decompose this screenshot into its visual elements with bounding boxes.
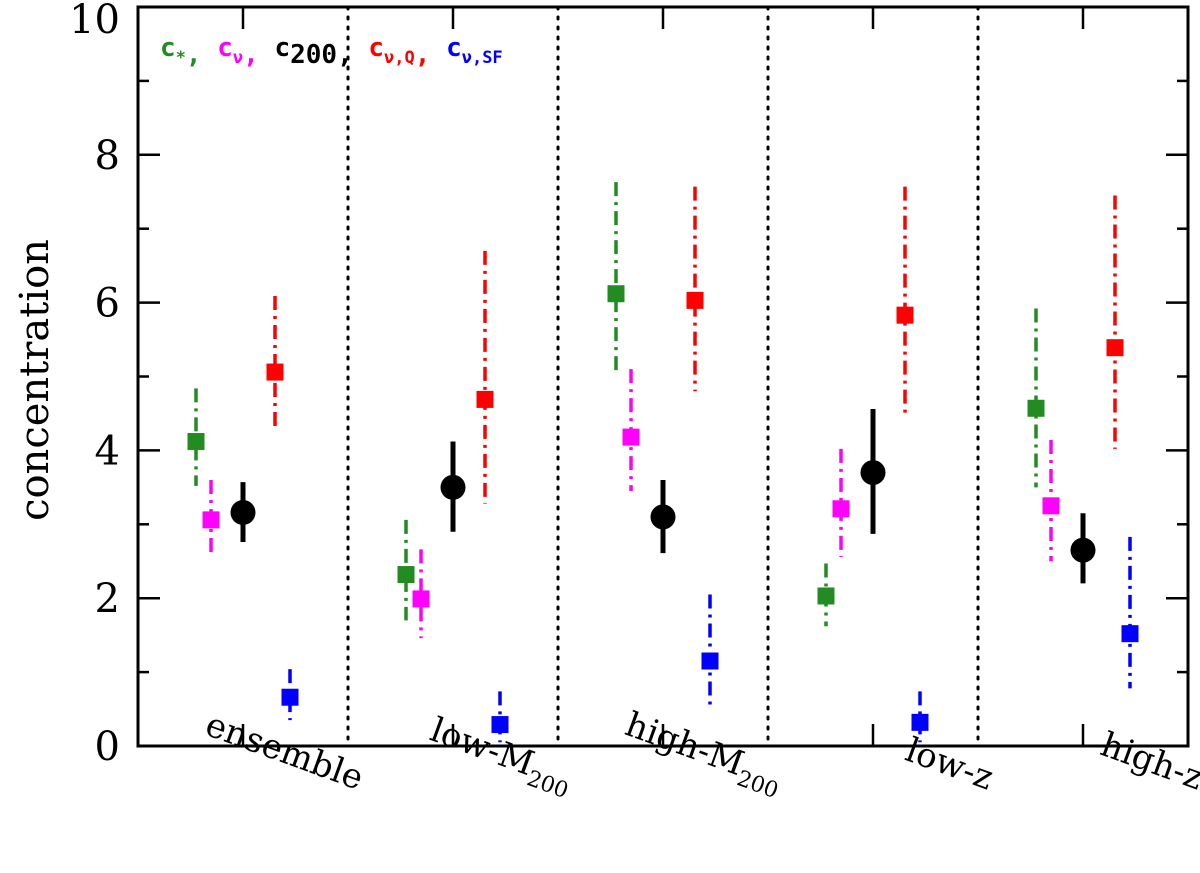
y-axis-label: concentration: [12, 239, 58, 521]
category-label: ensemble: [200, 705, 368, 799]
point-cnuq: [476, 390, 494, 408]
legend-separator: ,: [186, 40, 217, 70]
point-c: [1027, 399, 1045, 417]
point-cnusf: [701, 652, 719, 670]
category-label-main: low-M: [425, 710, 539, 784]
legend-separator: ,: [337, 40, 368, 70]
category-separators: [346, 5, 980, 748]
legend-separator: ,: [415, 40, 446, 70]
point-cnu: [832, 500, 850, 518]
y-tick-label: 0: [95, 724, 120, 770]
data-points: [187, 285, 1139, 734]
point-c: [397, 566, 415, 584]
point-cnuq: [686, 291, 704, 309]
point-cnuq: [266, 363, 284, 381]
category-label-main: low-z: [900, 730, 998, 798]
y-tick-label: 8: [95, 133, 120, 179]
point-cnusf: [491, 716, 509, 734]
y-tick-label: 2: [95, 576, 120, 622]
legend: c*, cν, c200, cν,Q, cν,SF: [160, 33, 503, 70]
category-label-subscript: 200: [733, 766, 781, 804]
point-cnu: [622, 428, 640, 446]
category-label-main: high-M: [620, 705, 749, 785]
point-c200: [440, 474, 466, 500]
point-cnusf: [1121, 625, 1139, 643]
legend-entry-main: c: [368, 33, 384, 63]
y-tick-label: 10: [69, 0, 120, 43]
legend-separator: ,: [243, 40, 274, 70]
y-tick-labels: 0 2 4 6 8 10: [69, 0, 120, 770]
category-label: high-z: [1095, 725, 1200, 799]
plot-frame: [136, 5, 1190, 748]
legend-entry-subscript: *: [176, 48, 186, 68]
category-label: high-M200: [618, 705, 789, 805]
legend-entry-subscript: 200: [290, 40, 337, 70]
y-tick-label: 6: [95, 281, 120, 327]
legend-entry-main: c: [160, 33, 176, 63]
point-c: [187, 433, 205, 451]
legend-text: c*, cν, c200, cν,Q, cν,SF: [160, 33, 503, 70]
category-label-subscript: 200: [523, 766, 571, 804]
point-cnusf: [281, 688, 299, 706]
point-cnuq: [896, 306, 914, 324]
legend-entry-subscript: ν,SF: [462, 48, 503, 68]
legend-entry-main: c: [217, 33, 233, 63]
point-c200: [1070, 537, 1096, 563]
legend-entry-main: c: [446, 33, 462, 63]
category-label: low-z: [900, 730, 998, 798]
error-bars: [194, 182, 1132, 743]
legend-entry-main: c: [274, 33, 290, 63]
y-tick-label: 4: [95, 428, 120, 474]
point-cnu: [412, 590, 430, 608]
point-c: [607, 285, 625, 303]
category-label-main: ensemble: [200, 705, 368, 799]
point-c200: [860, 460, 886, 486]
axis-ticks: [138, 5, 1188, 748]
point-cnu: [1042, 497, 1060, 515]
point-c: [817, 587, 835, 605]
point-cnusf: [911, 713, 929, 731]
plot-frame-group: [136, 5, 1190, 748]
category-label-main: high-z: [1095, 725, 1200, 799]
point-c200: [650, 504, 676, 530]
point-cnuq: [1106, 339, 1124, 357]
point-c200: [230, 499, 256, 525]
point-cnu: [202, 511, 220, 529]
legend-entry-subscript: ν,Q: [384, 48, 415, 68]
legend-entry-subscript: ν: [233, 48, 243, 68]
